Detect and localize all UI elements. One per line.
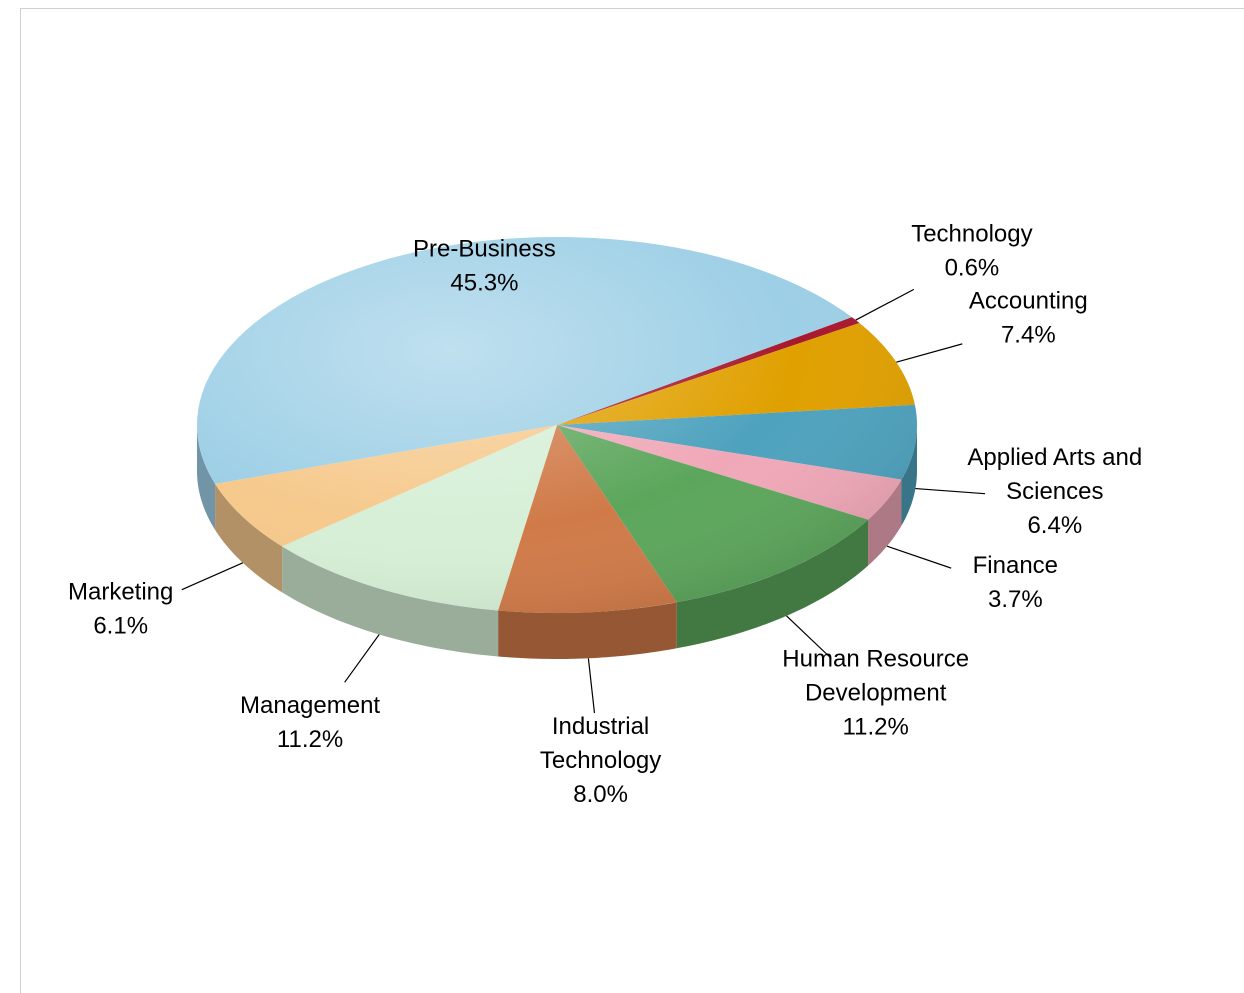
leader-line (181, 562, 244, 591)
slice-value-label: 3.7% (988, 586, 1043, 613)
slice-value-label: 6.1% (93, 613, 148, 640)
slice-value-label: 7.4% (1001, 322, 1056, 349)
leader-line (344, 634, 380, 683)
slice-value-label: 11.2% (843, 714, 909, 741)
slice-label: Management (240, 692, 380, 719)
slice-label: Accounting (969, 288, 1088, 315)
slice-label: Technology (911, 221, 1032, 248)
leader-line (915, 487, 986, 495)
leader-line (855, 288, 915, 321)
slice-value-label: 0.6% (945, 255, 1000, 282)
chart-frame (20, 8, 1244, 993)
leader-line (896, 343, 963, 363)
slice-label: Marketing (68, 579, 173, 606)
slice-value-label: 6.4% (1027, 512, 1082, 539)
slice-label: Human Resource Development (782, 646, 969, 707)
slice-side (498, 602, 677, 659)
slice-label: Finance (973, 552, 1058, 579)
slice-value-label: 45.3% (450, 270, 518, 297)
slice-label: Pre-Business (413, 236, 556, 263)
slice-label: Industrial Technology (540, 713, 661, 774)
slice-label: Applied Arts and Sciences (967, 444, 1142, 505)
leader-line (786, 615, 832, 659)
slice-value-label: 8.0% (573, 781, 628, 808)
slice-value-label: 11.2% (277, 726, 343, 753)
leader-line (886, 545, 952, 569)
leader-line (587, 658, 596, 714)
